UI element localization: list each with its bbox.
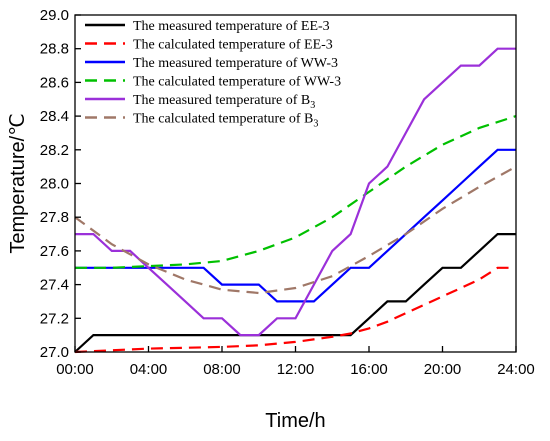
legend-label-subscript: 3: [310, 100, 315, 111]
legend: The measured temperature of EE-3 The calc…: [85, 19, 341, 130]
x-tick-label: 00:00: [56, 361, 94, 378]
series-line-2: [74, 266, 516, 354]
x-tick-label: 16:00: [350, 361, 388, 378]
y-tick-label: 27.8: [40, 209, 69, 226]
legend-label-text: The calculated temperature of WW-3: [133, 75, 341, 90]
y-tick-label: 28.2: [40, 142, 69, 159]
y-axis-title: Temperature/℃: [7, 113, 29, 253]
legend-label-2: The calculated temperature of EE-3: [133, 38, 333, 53]
y-tick-label: 27.0: [40, 344, 69, 361]
series-lines: [74, 47, 517, 354]
y-tick-label: 27.2: [40, 310, 69, 327]
legend-label-text: The calculated temperature of EE-3: [133, 38, 333, 53]
y-tick-label: 27.6: [40, 243, 69, 260]
x-tick-label: 24:00: [497, 361, 535, 378]
legend-label-3: The measured temperature of WW-3: [133, 56, 338, 71]
y-tick-label: 28.6: [40, 74, 69, 91]
legend-label-text: The measured temperature of WW-3: [133, 56, 338, 71]
x-axis-title: Time/h: [265, 410, 325, 432]
y-tick-label: 28.4: [40, 108, 69, 125]
y-tick-label: 28.0: [40, 176, 69, 193]
series-line-5: [75, 47, 516, 337]
series-line-6: [74, 165, 517, 295]
legend-label-4: The calculated temperature of WW-3: [133, 75, 341, 90]
x-tick-label: 04:00: [130, 361, 168, 378]
series-line-1: [74, 233, 516, 353]
x-tick-label: 20:00: [424, 361, 462, 378]
legend-label-text: The measured temperature of B: [133, 93, 310, 108]
y-tick-label: 27.4: [40, 277, 69, 294]
legend-label-1: The measured temperature of EE-3: [133, 19, 330, 34]
legend-label-5: The measured temperature of B3: [133, 93, 315, 111]
y-tick-label: 29.0: [40, 7, 69, 24]
x-tick-label: 08:00: [203, 361, 241, 378]
axis-ticks: 00:00 04:00 08:00 12:00 16:00 20:00 24:00 27.0 2…: [40, 7, 535, 378]
legend-label-text: The measured temperature of EE-3: [133, 19, 330, 34]
legend-label-text: The calculated temperature of B: [133, 112, 313, 127]
series-line-4: [75, 115, 517, 269]
legend-label-subscript: 3: [313, 119, 318, 130]
x-tick-label: 12:00: [277, 361, 315, 378]
y-tick-label: 28.8: [40, 41, 69, 58]
legend-label-6: The calculated temperature of B3: [133, 112, 318, 130]
series-line-3: [75, 148, 516, 303]
